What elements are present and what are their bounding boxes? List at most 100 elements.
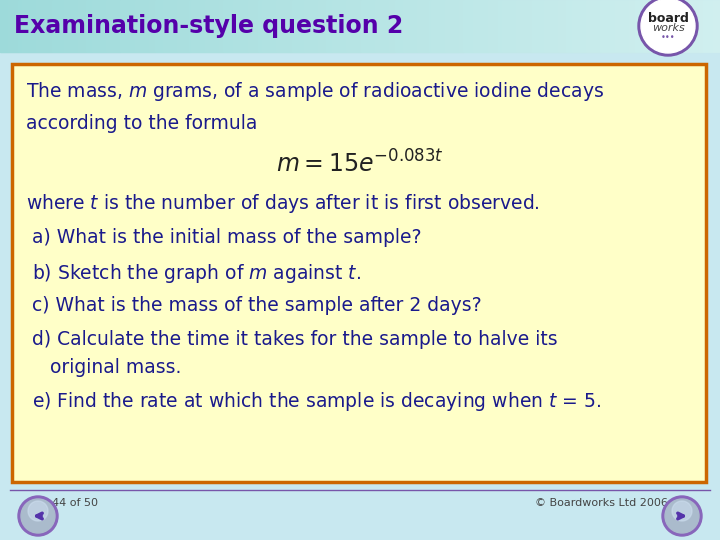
Bar xyxy=(328,0,329,52)
Bar xyxy=(697,0,698,52)
Bar xyxy=(532,0,533,52)
Bar xyxy=(678,0,679,52)
Bar xyxy=(665,0,666,52)
Bar xyxy=(144,0,145,52)
Bar xyxy=(693,0,694,52)
Bar xyxy=(651,0,652,52)
Bar xyxy=(35,0,36,52)
Bar xyxy=(515,0,516,52)
Bar xyxy=(39,0,40,52)
Bar xyxy=(561,0,562,52)
Bar xyxy=(393,0,394,52)
Bar xyxy=(327,0,328,52)
Bar xyxy=(40,0,41,52)
Bar xyxy=(47,0,48,52)
Bar xyxy=(448,0,449,52)
Circle shape xyxy=(641,0,695,53)
Bar xyxy=(514,0,515,52)
Bar xyxy=(354,0,355,52)
Bar xyxy=(541,0,542,52)
Bar xyxy=(425,0,426,52)
Bar xyxy=(53,0,54,52)
Bar xyxy=(261,0,262,52)
Bar xyxy=(540,0,541,52)
Bar xyxy=(139,0,140,52)
Bar xyxy=(351,0,352,52)
Bar xyxy=(202,0,203,52)
Bar xyxy=(404,0,405,52)
Bar xyxy=(230,0,231,52)
Bar xyxy=(315,0,316,52)
Bar xyxy=(636,0,637,52)
Bar xyxy=(494,0,495,52)
Bar xyxy=(667,0,668,52)
Bar xyxy=(632,0,633,52)
Bar xyxy=(248,0,249,52)
Bar xyxy=(359,0,360,52)
Bar xyxy=(642,0,643,52)
Bar xyxy=(479,0,480,52)
Bar xyxy=(598,0,599,52)
Bar xyxy=(319,0,320,52)
Bar xyxy=(298,0,299,52)
Bar xyxy=(437,0,438,52)
Bar xyxy=(262,0,263,52)
Bar xyxy=(486,0,487,52)
Bar xyxy=(287,0,288,52)
Bar xyxy=(683,0,684,52)
Bar xyxy=(149,0,150,52)
Bar xyxy=(159,0,160,52)
Bar xyxy=(708,0,709,52)
Bar xyxy=(360,0,361,52)
Bar xyxy=(638,0,639,52)
Bar xyxy=(717,0,718,52)
Bar xyxy=(433,0,434,52)
Bar xyxy=(201,0,202,52)
Bar xyxy=(525,0,526,52)
Bar xyxy=(104,0,105,52)
Bar xyxy=(14,0,15,52)
Bar xyxy=(2,0,3,52)
Bar xyxy=(80,0,81,52)
Bar xyxy=(605,0,606,52)
Bar xyxy=(396,0,397,52)
Bar xyxy=(51,0,52,52)
Bar xyxy=(615,0,616,52)
Bar xyxy=(111,0,112,52)
Bar xyxy=(695,0,696,52)
Bar xyxy=(403,0,404,52)
Bar xyxy=(622,0,623,52)
Bar xyxy=(352,0,353,52)
Bar xyxy=(415,0,416,52)
Bar xyxy=(232,0,233,52)
Circle shape xyxy=(18,496,58,536)
Bar xyxy=(590,0,591,52)
Bar xyxy=(640,0,641,52)
Bar xyxy=(302,0,303,52)
Text: a) What is the initial mass of the sample?: a) What is the initial mass of the sampl… xyxy=(32,228,421,247)
Bar xyxy=(663,0,664,52)
Bar xyxy=(673,0,674,52)
Bar xyxy=(329,0,330,52)
Bar xyxy=(495,0,496,52)
Bar xyxy=(296,0,297,52)
Bar xyxy=(89,0,90,52)
Bar xyxy=(273,0,274,52)
Bar xyxy=(397,0,398,52)
Bar xyxy=(635,0,636,52)
Bar xyxy=(138,0,139,52)
Bar xyxy=(518,0,519,52)
Bar xyxy=(264,0,265,52)
Bar xyxy=(68,0,69,52)
Bar xyxy=(22,0,23,52)
Bar xyxy=(205,0,206,52)
Bar xyxy=(117,0,118,52)
Bar xyxy=(600,0,601,52)
Bar xyxy=(661,0,662,52)
Bar xyxy=(380,0,381,52)
Bar xyxy=(656,0,657,52)
Bar xyxy=(85,0,86,52)
Bar xyxy=(156,0,157,52)
Bar xyxy=(443,0,444,52)
Bar xyxy=(509,0,510,52)
